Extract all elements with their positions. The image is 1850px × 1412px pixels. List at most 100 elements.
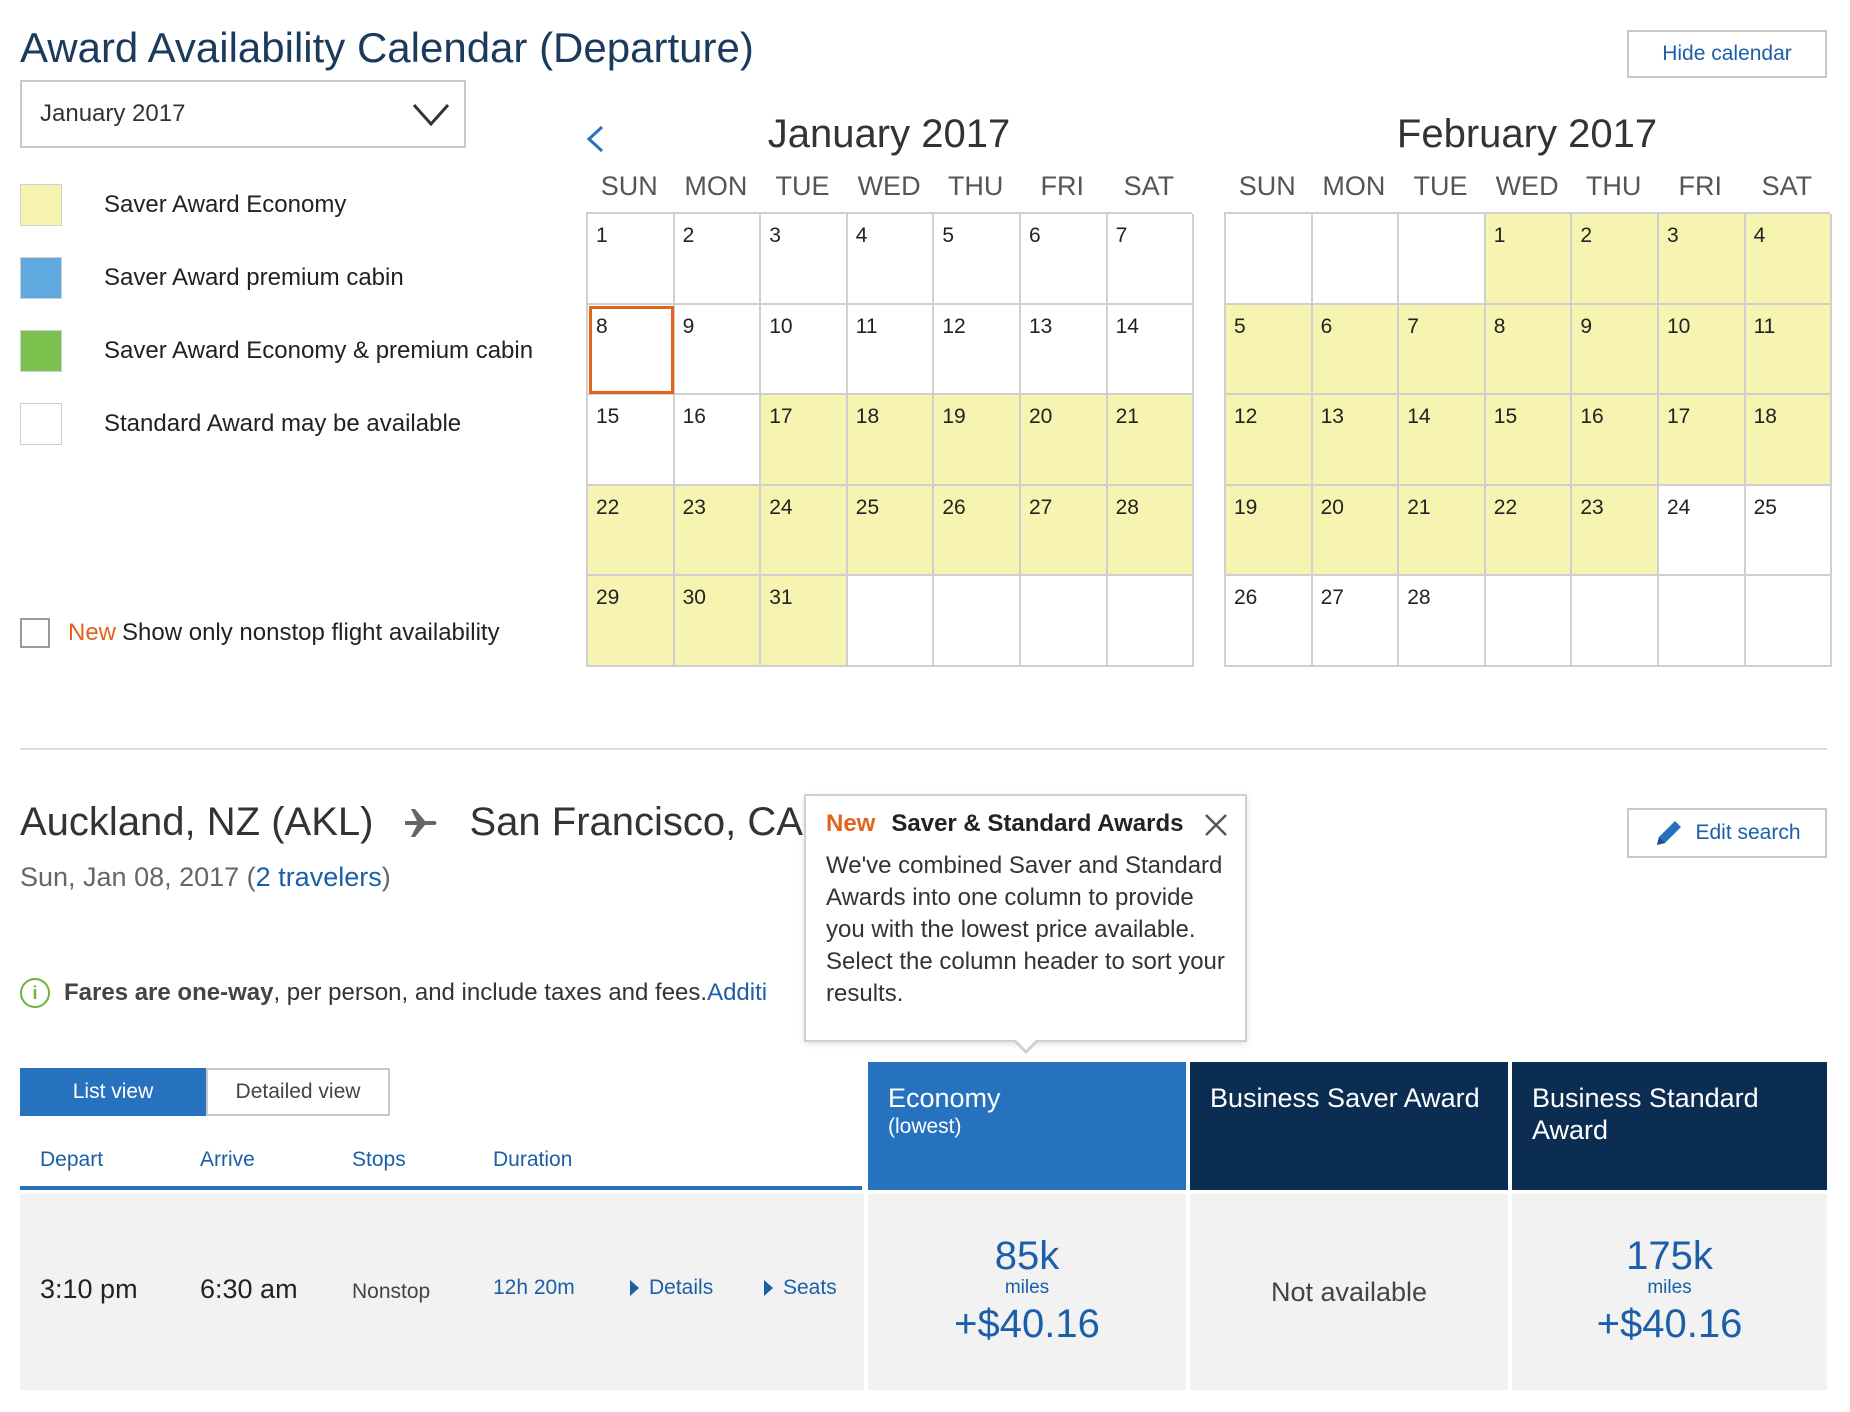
nonstop-checkbox[interactable]: [20, 618, 50, 648]
calendar-day[interactable]: 21: [1399, 485, 1486, 577]
close-icon[interactable]: [1203, 812, 1229, 838]
weekday-header: SUN MON TUE WED THU FRI SAT: [586, 171, 1192, 202]
fare-column-economy[interactable]: Economy (lowest): [868, 1062, 1186, 1190]
calendar-day[interactable]: 13: [1020, 304, 1108, 396]
calendar-day[interactable]: 14: [1399, 395, 1486, 486]
calendar-day[interactable]: 19: [1226, 485, 1313, 577]
calendar-day[interactable]: 13: [1312, 395, 1400, 486]
calendar-day[interactable]: 4: [1745, 214, 1833, 305]
calendar-day[interactable]: 24: [1658, 485, 1746, 577]
details-link[interactable]: Details: [630, 1276, 713, 1300]
fare-column-business-standard[interactable]: Business Standard Award: [1512, 1062, 1827, 1190]
column-duration[interactable]: Duration: [493, 1148, 573, 1171]
calendar-day[interactable]: 1: [588, 214, 675, 305]
hide-calendar-button[interactable]: Hide calendar: [1627, 30, 1827, 78]
calendar-day[interactable]: 19: [934, 395, 1021, 486]
not-available-text: Not available: [1270, 1276, 1428, 1307]
legend-label: Saver Award Economy: [104, 191, 347, 218]
calendar-day[interactable]: 6: [1020, 214, 1108, 305]
calendar-day[interactable]: 7: [1399, 304, 1486, 396]
calendar-day[interactable]: 2: [1572, 214, 1659, 305]
calendar-day[interactable]: 18: [847, 395, 935, 486]
calendar-empty-cell: [1485, 576, 1573, 667]
calendar-day[interactable]: 16: [1572, 395, 1659, 486]
detailed-view-button[interactable]: Detailed view: [206, 1068, 390, 1116]
calendar-day[interactable]: 6: [1312, 304, 1400, 396]
calendar-day[interactable]: 15: [588, 395, 675, 486]
calendar-day[interactable]: 3: [1658, 214, 1746, 305]
new-tag: New: [826, 810, 876, 837]
calendar-day[interactable]: 4: [847, 214, 935, 305]
calendar-day[interactable]: 9: [1572, 304, 1659, 396]
calendar-day[interactable]: 16: [674, 395, 762, 486]
calendar-day[interactable]: 26: [934, 485, 1021, 577]
calendar-day[interactable]: 14: [1107, 304, 1195, 396]
calendar-empty-cell: [847, 576, 935, 667]
legend-swatch: [20, 403, 62, 445]
calendar-day[interactable]: 10: [761, 304, 848, 396]
calendar-day[interactable]: 28: [1399, 576, 1486, 667]
calendar-day[interactable]: 20: [1020, 395, 1108, 486]
duration-text: 12h 20m: [493, 1276, 575, 1299]
legend-standard-award: Standard Award may be available: [20, 403, 461, 445]
calendar-day[interactable]: 9: [674, 304, 762, 396]
calendar-day[interactable]: 17: [761, 395, 848, 486]
list-view-button[interactable]: List view: [20, 1068, 206, 1116]
column-stops[interactable]: Stops: [352, 1148, 406, 1171]
duration-value: 12h 20m: [493, 1276, 575, 1300]
additional-info-link[interactable]: Additi: [707, 979, 768, 1006]
calendar-day[interactable]: 3: [761, 214, 848, 305]
calendar-day[interactable]: 8: [1485, 304, 1573, 396]
column-arrive[interactable]: Arrive: [200, 1148, 255, 1171]
calendar-day[interactable]: 23: [1572, 485, 1659, 577]
calendar-day[interactable]: 27: [1020, 485, 1108, 577]
legend-label: Saver Award Economy & premium cabin: [104, 337, 534, 364]
calendar-day[interactable]: 22: [1485, 485, 1573, 577]
calendar-day[interactable]: 24: [761, 485, 848, 577]
edit-search-button[interactable]: Edit search: [1627, 808, 1827, 858]
calendar-day[interactable]: 11: [847, 304, 935, 396]
calendar-day[interactable]: 10: [1658, 304, 1746, 396]
calendar-day[interactable]: 27: [1312, 576, 1400, 667]
nonstop-filter[interactable]: New Show only nonstop flight availabilit…: [20, 618, 500, 648]
calendar-day[interactable]: 31: [761, 576, 848, 667]
calendar-day[interactable]: 12: [934, 304, 1021, 396]
calendar-day[interactable]: 5: [1226, 304, 1313, 396]
fare-unit: miles: [1647, 1277, 1692, 1298]
calendar-day[interactable]: 25: [847, 485, 935, 577]
calendar-day[interactable]: 18: [1745, 395, 1833, 486]
calendar-day[interactable]: 11: [1745, 304, 1833, 396]
legend-label: Saver Award premium cabin: [104, 264, 404, 291]
calendar-day[interactable]: 2: [674, 214, 762, 305]
calendar-empty-cell: [1020, 576, 1108, 667]
destination: San Francisco, CA, U: [469, 800, 855, 844]
calendar-day[interactable]: 23: [674, 485, 762, 577]
calendar-day[interactable]: 8: [588, 304, 675, 396]
calendar-day[interactable]: 22: [588, 485, 675, 577]
fare-economy[interactable]: 85k miles +$40.16: [868, 1194, 1186, 1390]
prev-month-icon[interactable]: [584, 124, 606, 154]
calendar-day[interactable]: 20: [1312, 485, 1400, 577]
calendar-day[interactable]: 25: [1745, 485, 1833, 577]
calendar-day[interactable]: 17: [1658, 395, 1746, 486]
calendar-day[interactable]: 1: [1485, 214, 1573, 305]
calendar-day[interactable]: 7: [1107, 214, 1195, 305]
weekday-label: MON: [1322, 171, 1386, 201]
seats-link[interactable]: Seats: [764, 1276, 837, 1300]
calendar-day[interactable]: 21: [1107, 395, 1195, 486]
calendar-day[interactable]: 30: [674, 576, 762, 667]
new-tag: New: [68, 619, 117, 646]
calendar-day[interactable]: 29: [588, 576, 675, 667]
weekday-label: FRI: [1040, 171, 1085, 201]
travelers-link[interactable]: 2 travelers: [255, 862, 382, 892]
calendar-day[interactable]: 15: [1485, 395, 1573, 486]
calendar-day[interactable]: 26: [1226, 576, 1313, 667]
fare-column-business-saver[interactable]: Business Saver Award: [1190, 1062, 1508, 1190]
calendar-day[interactable]: 5: [934, 214, 1021, 305]
fare-business-standard[interactable]: 175k miles +$40.16: [1512, 1194, 1827, 1390]
column-depart[interactable]: Depart: [40, 1148, 104, 1171]
calendar-day[interactable]: 28: [1107, 485, 1195, 577]
month-select[interactable]: January 2017: [20, 80, 466, 148]
calendar-day[interactable]: 12: [1226, 395, 1313, 486]
